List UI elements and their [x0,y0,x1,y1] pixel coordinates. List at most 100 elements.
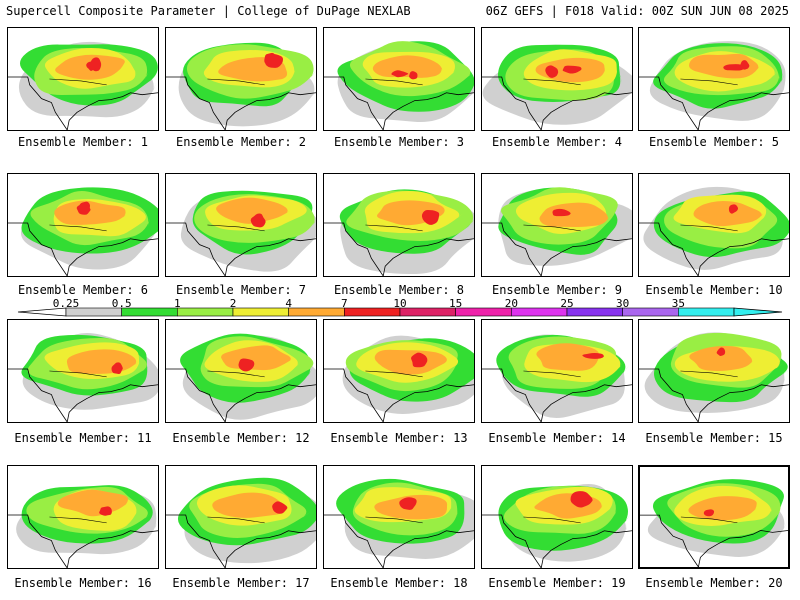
scp-max-fill [411,352,428,368]
state-border [523,224,581,232]
ensemble-member-map[interactable] [638,465,790,569]
colorbar-segment [455,307,512,317]
scp-max-fill [421,209,440,225]
state-border [680,370,738,378]
state-border [523,516,581,524]
member-caption: Ensemble Member: 19 [488,576,626,590]
state-border [207,78,265,86]
scp-max-fill [265,54,284,68]
member-caption: Ensemble Member: 16 [14,576,152,590]
coastline-border [639,222,789,276]
scp-max-fill [272,501,289,514]
ensemble-member-map[interactable] [165,465,317,569]
scp-field-map [324,189,474,276]
colorbar-tick-label: 1 [174,297,181,310]
scp-field-map [166,42,316,130]
ensemble-member-map[interactable] [323,465,475,569]
ensemble-member-map[interactable] [638,319,790,423]
coastline-border [166,514,316,568]
scp-max-fill [76,204,92,215]
scp-field-map [639,186,789,276]
colorbar-segment [344,307,401,317]
ensemble-member-map[interactable] [323,319,475,423]
state-border [680,516,738,524]
ensemble-member-map[interactable] [7,173,159,277]
ensemble-member-map[interactable] [638,27,790,131]
colorbar-segment [511,307,568,317]
scp-field-map [324,478,474,568]
colorbar-segment [622,307,679,317]
scp-contour-fill [372,55,443,78]
scp-max-fill [545,65,559,78]
scp-contour-fill [374,349,450,375]
colorbar-segment [678,307,735,317]
map-title: Supercell Composite Parameter | College … [6,4,411,18]
state-border [49,224,107,232]
member-caption: Ensemble Member: 18 [330,576,468,590]
scp-contour-fill [689,345,754,371]
state-border [680,78,738,86]
scp-contour-fill [539,202,609,227]
coastline-border [166,76,316,130]
state-border [207,370,265,378]
state-border [49,78,107,86]
colorbar-tick-label: 7 [341,297,348,310]
member-caption: Ensemble Member: 15 [645,431,783,445]
scp-max-fill [399,497,417,510]
scp-max-fill [409,71,418,80]
colorbar-tick-label: 35 [671,297,685,310]
scp-field-map [166,333,316,422]
colorbar-segment [232,307,289,317]
scp-max-fill [716,347,726,356]
state-border [523,370,581,378]
member-caption: Ensemble Member: 12 [172,431,310,445]
coastline-border [324,76,474,130]
color-scale-bar [17,307,783,317]
ensemble-member-map[interactable] [165,27,317,131]
state-border [680,224,738,232]
member-caption: Ensemble Member: 20 [645,576,783,590]
state-border [365,78,423,86]
coastline-border [482,76,632,130]
scp-contour-fill [54,200,127,225]
ensemble-member-map[interactable] [481,465,633,569]
ensemble-member-map[interactable] [481,319,633,423]
scp-max-fill [703,509,715,517]
colorbar-segment [566,307,623,317]
scp-contour-fill [536,343,599,371]
member-caption: Ensemble Member: 13 [330,431,468,445]
scp-field-map [324,335,474,422]
scp-field-map [639,41,789,130]
run-valid-time: 06Z GEFS | F018 Valid: 00Z SUN JUN 08 20… [485,4,789,18]
ensemble-member-map[interactable] [7,27,159,131]
state-border [365,516,423,524]
ensemble-member-map[interactable] [323,27,475,131]
ensemble-member-map[interactable] [481,27,633,131]
scp-max-fill [238,358,255,372]
ensemble-member-map[interactable] [481,173,633,277]
ensemble-member-map[interactable] [638,173,790,277]
member-caption: Ensemble Member: 4 [491,135,623,149]
coastline-border [640,514,788,567]
ensemble-member-map[interactable] [165,319,317,423]
colorbar-segment [288,307,345,317]
scp-field-map [8,485,158,568]
scp-max-fill [99,506,112,516]
scp-field-map [166,477,316,568]
state-border [207,224,265,232]
member-caption: Ensemble Member: 8 [333,283,465,297]
scp-contour-fill [216,197,290,224]
coastline-border [482,368,632,422]
ensemble-member-map[interactable] [323,173,475,277]
ensemble-member-map[interactable] [165,173,317,277]
scp-max-fill [562,65,582,74]
member-caption: Ensemble Member: 9 [491,283,623,297]
coastline-border [482,514,632,568]
coastline-border [482,222,632,276]
ensemble-member-map[interactable] [7,319,159,423]
ensemble-member-map[interactable] [7,465,159,569]
colorbar-tick-label: 25 [560,297,574,310]
coastline-border [8,514,158,568]
member-caption: Ensemble Member: 10 [645,283,783,297]
coastline-border [166,368,316,422]
